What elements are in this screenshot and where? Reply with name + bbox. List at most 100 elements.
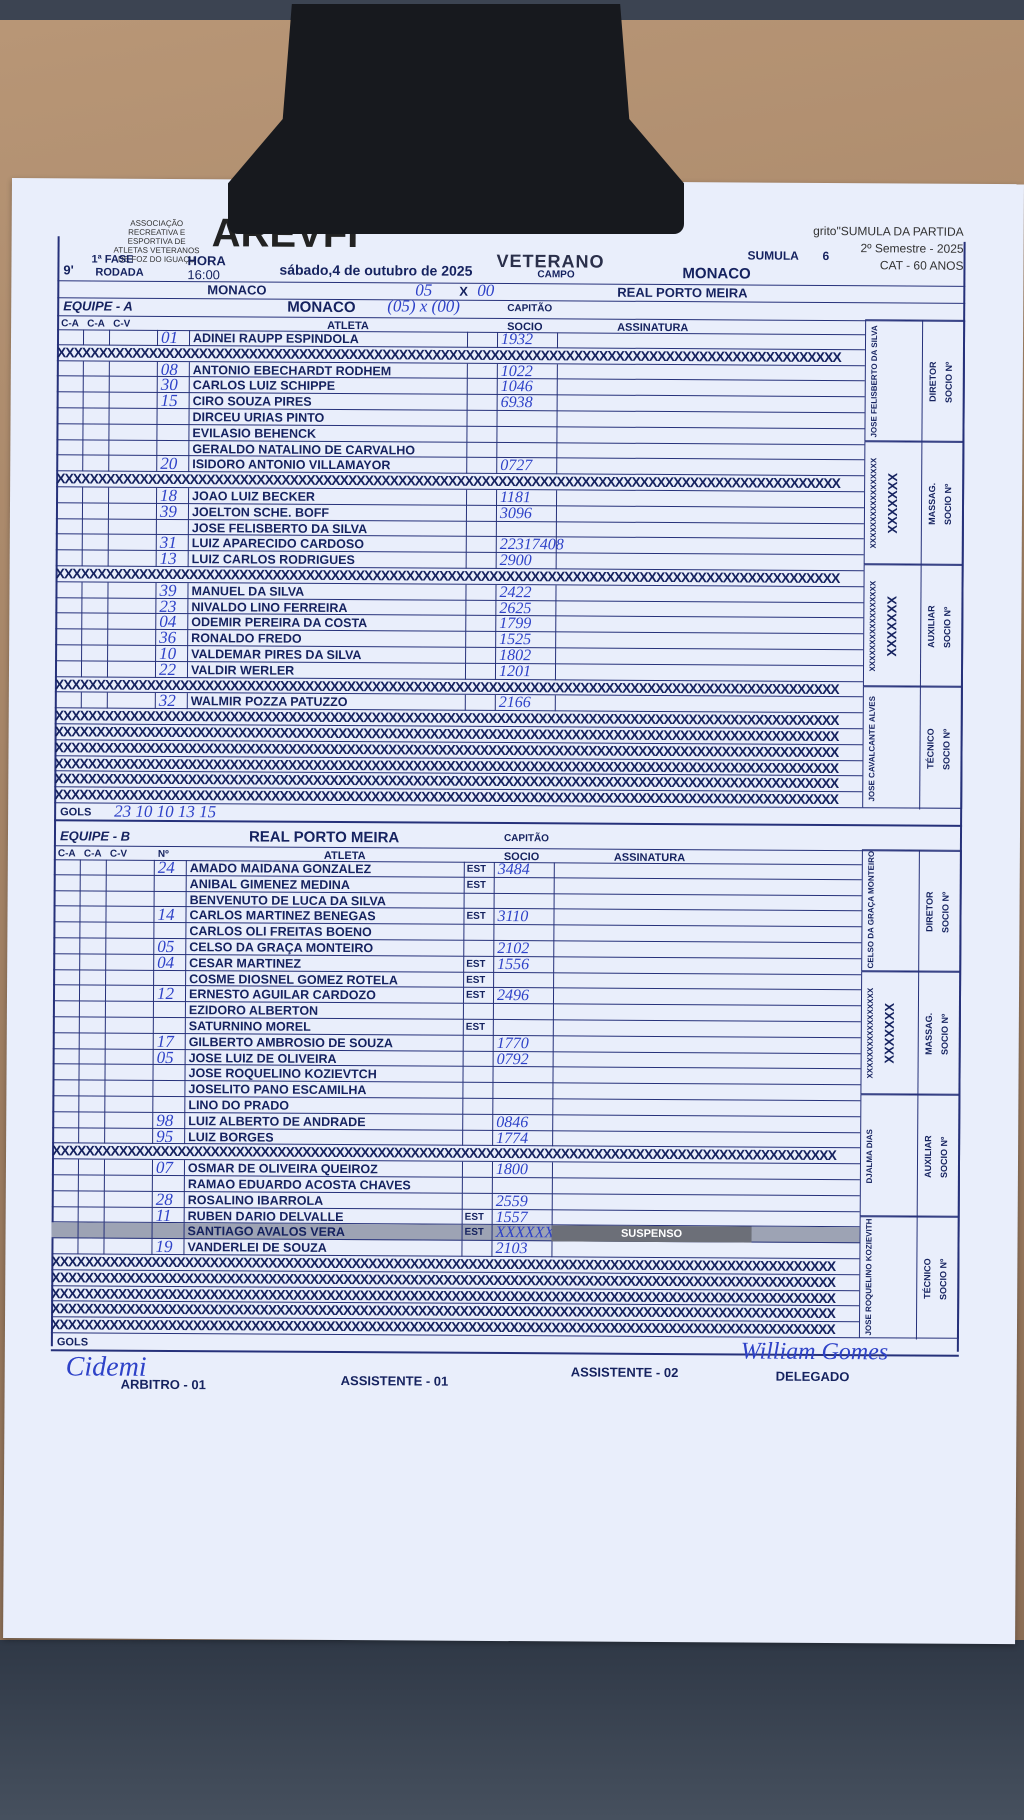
socio-number: 1802 [499, 646, 532, 665]
est-flag: EST [466, 879, 487, 891]
staff-name: JOSE FELISBERTO DA SILVA [869, 325, 880, 438]
socio-number: 2496 [496, 987, 530, 1005]
staff-name: JOSE ROQUELINO KOZIEVITH [863, 1218, 874, 1336]
gols-label: GOLS [60, 806, 92, 819]
socio-number: 2166 [498, 694, 531, 712]
socio-number: 2103 [495, 1240, 528, 1258]
player-name: ERNESTO AGUILAR CARDOZO [188, 987, 376, 1003]
socio-number: 0792 [496, 1050, 529, 1068]
player-name: DIRCEU URIAS PINTO [192, 410, 325, 425]
staff-socio-label: SOCIO Nº [940, 891, 951, 933]
player-name: RAMAO EDUARDO ACOSTA CHAVES [187, 1177, 411, 1193]
sumula-label: SUMULA [747, 248, 799, 263]
staff-mark: XXXXXXX [881, 1003, 897, 1065]
status-badge: SUSPENSO [551, 1225, 752, 1243]
socio-number: 1181 [500, 488, 531, 507]
socio-number: 1800 [495, 1161, 529, 1179]
player-name: JOSE FELISBERTO DA SILVA [191, 520, 368, 536]
rodada-number: 9' [63, 262, 74, 278]
assistente-1-label: ASSISTENTE - 01 [340, 1373, 449, 1389]
score-x: X [459, 283, 469, 299]
away-team: REAL PORTO MEIRA [617, 284, 748, 301]
player-name: ANTONIO EBECHARDT RODHEM [192, 362, 392, 378]
staff-socio-label: SOCIO Nº [939, 1013, 950, 1055]
socio-number: 1557 [495, 1208, 528, 1226]
player-name: AMADO MAIDANA GONZALEZ [189, 861, 372, 877]
socio-number: 2559 [495, 1192, 528, 1210]
socio-number: 3484 [497, 860, 530, 879]
socio-number: 2625 [499, 599, 532, 617]
player-name: OSMAR DE OLIVEIRA QUEIROZ [187, 1161, 378, 1177]
player-name: CARLOS OLI FREITAS BOENO [189, 924, 372, 940]
floor [0, 1640, 1024, 1820]
staff-mark: XXXXXXX [884, 473, 901, 535]
team-score-hand: (05) x (00) [387, 296, 460, 316]
delegado-label: DELEGADO [775, 1368, 850, 1385]
staff-name: CELSO DA GRAÇA MONTEIRO [866, 850, 876, 969]
staff-socio-label: SOCIO Nº [943, 361, 954, 403]
socio-number: 1799 [499, 615, 532, 633]
player-number: 07 [155, 1158, 174, 1178]
rodada-label: RODADA [95, 266, 144, 279]
campo-label: CAMPO [537, 269, 575, 281]
staff-role: MASSAG. [926, 482, 938, 526]
est-flag: EST [465, 990, 486, 1002]
player-number: 14 [157, 905, 175, 925]
staff-auxiliar: DJALMA DIAS AUXILIAR SOCIO Nº [859, 1093, 961, 1218]
staff-massag: XXXXXXXXXXXXXXXXX XXXXXXX MASSAG. SOCIO Nº [860, 971, 962, 1096]
est-flag: EST [466, 974, 486, 986]
staff-name: DJALMA DIAS [864, 1128, 875, 1184]
player-name: ODEMIR PEREIRA DA COSTA [191, 615, 368, 631]
match-date: sábado,4 de outubro de 2025 [279, 261, 473, 279]
player-name: NIVALDO LINO FERREIRA [191, 599, 348, 615]
player-number: 12 [156, 984, 175, 1004]
player-name: LUIZ ALBERTO DE ANDRADE [188, 1113, 366, 1129]
socio-number: 1201 [498, 662, 532, 680]
player-name: GERALDO NATALINO DE CARVALHO [192, 441, 416, 458]
est-flag: EST [465, 1021, 486, 1033]
player-name: CIRO SOUZA PIRES [192, 394, 312, 410]
socio-number: 1046 [500, 378, 533, 396]
staff-role: DIRETOR [924, 891, 935, 932]
delegado-signature: William Gomes [740, 1338, 889, 1366]
socio-number: 3110 [497, 908, 529, 926]
sumula-number: 6 [822, 248, 830, 263]
socio-number: 2102 [497, 939, 530, 958]
gols-hand: 23 10 10 13 15 [114, 801, 217, 822]
player-number: 15 [160, 391, 178, 411]
home-team: MONACO [207, 282, 267, 298]
player-name: CELSO DA GRAÇA MONTEIRO [189, 940, 374, 956]
player-number: 24 [157, 857, 175, 878]
team-name: REAL PORTO MEIRA [248, 829, 400, 847]
staff-role: TÉCNICO [925, 728, 936, 769]
player-number: 04 [157, 952, 175, 972]
socio-number: 2900 [499, 552, 532, 570]
player-name: GILBERTO AMBROSIO DE SOUZA [188, 1034, 393, 1051]
campo: MONACO [682, 266, 751, 283]
staff-socio-label: SOCIO Nº [942, 605, 953, 648]
socio-number: 1525 [499, 631, 532, 649]
score-away: 00 [477, 280, 495, 300]
staff-auxiliar: XXXXXXXXXXXXXXXXX XXXXXXX AUXILIAR SOCIO Nº [862, 563, 964, 688]
match-sheet: ASSOCIAÇÃO RECREATIVA E ESPORTIVA DE ATL… [3, 178, 1024, 1645]
match-table: SUMULA 6 9' 1ª FASE RODADA HORA 16:00 sá… [50, 236, 987, 1452]
staff-massag: XXXXXXXXXXXXXXXXX XXXXXXX MASSAG. SOCIO Nº [863, 441, 965, 566]
staff-role: AUXILIAR [926, 604, 937, 648]
staff-diretor: JOSE FELISBERTO DA SILVA DIRETOR SOCIO Nº [864, 319, 966, 443]
staff-role: TÉCNICO [922, 1258, 933, 1299]
player-name: ROSALINO IBARROLA [187, 1192, 324, 1208]
staff-mark: XXXXXXX [884, 595, 900, 657]
player-number: 13 [159, 549, 177, 569]
staff-role: MASSAG. [923, 1012, 934, 1056]
player-number: 11 [155, 1205, 172, 1225]
staff-name: XXXXXXXXXXXXXXXXX [868, 458, 879, 550]
player-name: LINO DO PRADO [188, 1098, 290, 1113]
equipe-label: EQUIPE - A [63, 298, 133, 314]
team-name: MONACO [287, 299, 356, 317]
player-number: 01 [160, 327, 179, 348]
player-name: BENVENUTO DE LUCA DA SILVA [189, 892, 386, 908]
player-number: 22 [158, 659, 177, 679]
staff-técnico: JOSE ROQUELINO KOZIEVITH TÉCNICO SOCIO Nº [858, 1215, 960, 1340]
socio-number: 0846 [496, 1113, 529, 1131]
player-name: JOELTON SCHE. BOFF [191, 504, 330, 520]
